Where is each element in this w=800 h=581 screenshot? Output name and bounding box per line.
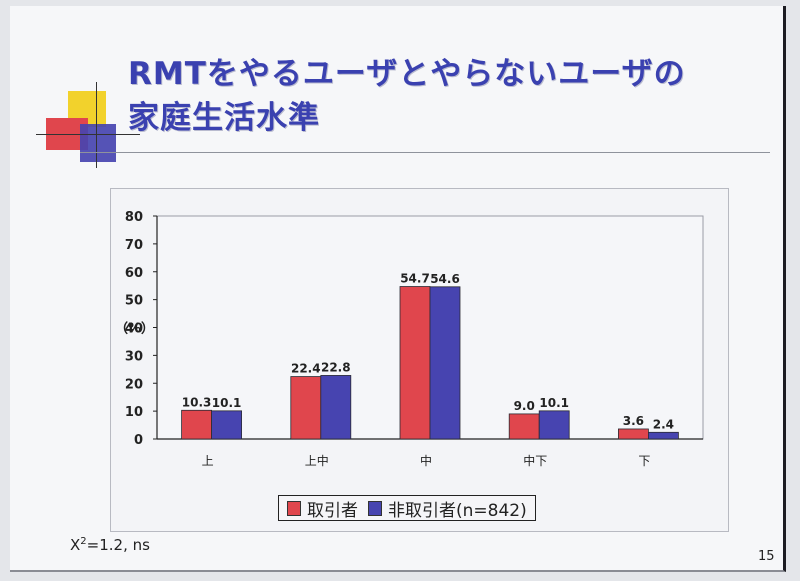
deco-vertical-line bbox=[96, 82, 97, 168]
x-tick-label: 上中 bbox=[305, 453, 329, 468]
bar-series-1 bbox=[181, 409, 212, 440]
page-number: 15 bbox=[758, 549, 775, 564]
y-tick-label: 0 bbox=[134, 433, 143, 448]
y-tick-label: 20 bbox=[125, 377, 143, 392]
footnote-rest: =1.2, ns bbox=[86, 536, 150, 554]
y-tick-label: 50 bbox=[125, 294, 143, 309]
deco-horizontal-line bbox=[36, 134, 140, 135]
y-axis-label: （%） bbox=[115, 321, 154, 337]
legend-swatch-series-1 bbox=[287, 500, 301, 516]
data-label: 54.6 bbox=[430, 272, 460, 286]
data-label: 10.1 bbox=[539, 396, 569, 410]
bar-series-2 bbox=[648, 431, 679, 440]
y-tick-label: 30 bbox=[125, 349, 143, 364]
footnote-superscript: 2 bbox=[80, 536, 87, 547]
data-label: 10.3 bbox=[182, 395, 212, 409]
y-tick-label: 40 bbox=[125, 322, 143, 337]
y-tick-label: 80 bbox=[125, 210, 143, 225]
data-label: 22.8 bbox=[321, 360, 351, 374]
x-tick-label: 中下 bbox=[523, 453, 547, 468]
title-line-2: 家庭生活水準 bbox=[128, 100, 320, 136]
data-label: 9.0 bbox=[514, 399, 535, 413]
y-tick-label: 10 bbox=[125, 405, 143, 420]
data-label: 3.6 bbox=[623, 414, 644, 428]
bar-series-1 bbox=[399, 286, 431, 440]
slide: RMTをやるユーザとやらないユーザの 家庭生活水準 0 10 20 30 40 50 60 7… bbox=[10, 6, 786, 572]
footnote-prefix: X bbox=[70, 536, 81, 554]
title-divider bbox=[80, 152, 770, 153]
bar-series-2 bbox=[538, 410, 570, 440]
chart-area: 0 10 20 30 40 50 60 70 80 （%） 10.3 10.1 上 22.4 22.8 上中 5… bbox=[110, 188, 729, 532]
y-tick-label: 70 bbox=[125, 238, 143, 253]
title-line-1: RMTをやるユーザとやらないユーザの bbox=[128, 56, 686, 92]
x-tick-label: 上 bbox=[202, 454, 214, 468]
bar-series-2 bbox=[429, 286, 461, 440]
x-tick-label: 中 bbox=[420, 453, 432, 468]
bar-series-2 bbox=[211, 410, 242, 440]
x-tick-label: 下 bbox=[638, 454, 650, 468]
chart-legend: 取引者 非取引者(n=842) bbox=[278, 495, 536, 521]
y-tick-label: 60 bbox=[125, 266, 143, 281]
chi-square-footnote: X2=1.2, ns bbox=[70, 536, 150, 554]
data-label: 2.4 bbox=[653, 417, 674, 431]
bar-series-1 bbox=[290, 376, 322, 440]
slide-title: RMTをやるユーザとやらないユーザの 家庭生活水準 bbox=[128, 52, 768, 140]
legend-label-series-1: 取引者 bbox=[307, 500, 358, 521]
legend-label-series-2: 非取引者(n=842) bbox=[388, 500, 527, 521]
data-label: 54.7 bbox=[400, 272, 430, 286]
bar-series-1 bbox=[508, 413, 540, 440]
deco-blue-square bbox=[80, 124, 116, 162]
data-label: 10.1 bbox=[212, 396, 242, 410]
bar-series-1 bbox=[617, 428, 649, 440]
bar-series-2 bbox=[320, 375, 352, 440]
legend-swatch-series-2 bbox=[368, 500, 382, 516]
data-label: 22.4 bbox=[291, 362, 321, 376]
